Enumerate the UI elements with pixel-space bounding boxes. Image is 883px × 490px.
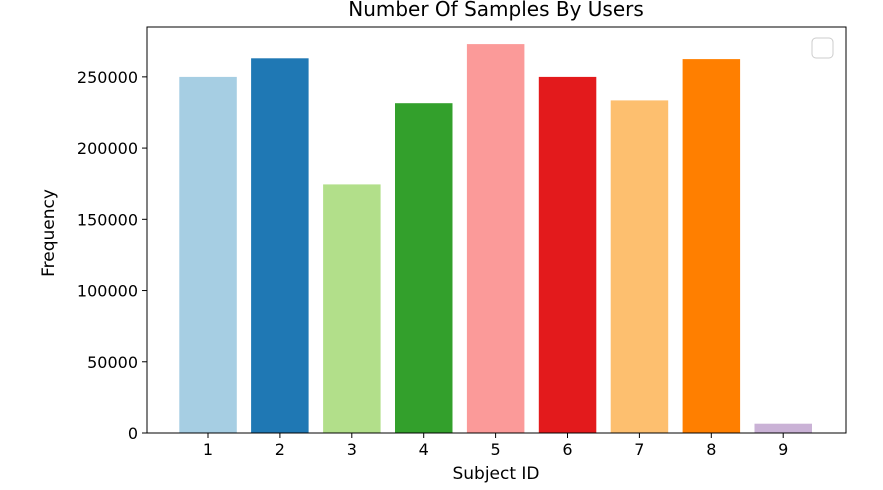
bars-group	[179, 44, 812, 434]
y-tick-label: 150000	[77, 210, 138, 229]
y-tick-label: 200000	[77, 139, 138, 158]
plot-frame	[146, 26, 847, 434]
y-ticks-group: 0 50000 100000 150000 200000 250000	[77, 68, 147, 443]
bar-subject-5	[466, 44, 525, 433]
x-axis-label: Subject ID	[452, 464, 539, 484]
x-tick-label: 4	[419, 440, 429, 459]
y-tick-label: 100000	[77, 282, 138, 301]
x-tick-label: 9	[778, 440, 788, 459]
bar-subject-2	[251, 58, 309, 434]
bar-subject-3	[323, 184, 381, 433]
bar-subject-7	[610, 100, 669, 434]
y-tick-label: 0	[128, 424, 138, 443]
y-tick-label: 250000	[77, 68, 138, 87]
x-tick-label: 2	[275, 440, 285, 459]
x-tick-label: 3	[347, 440, 357, 459]
x-tick-label: 7	[634, 440, 644, 459]
bar-subject-8	[682, 59, 741, 433]
chart-title: Number Of Samples By Users	[348, 0, 644, 21]
bar-subject-6	[538, 76, 597, 434]
y-tick-label: 50000	[87, 353, 138, 372]
legend-box	[811, 37, 834, 59]
x-ticks-group: 1 2 3 4 5 6 7 8 9	[203, 433, 788, 459]
x-tick-label: 5	[491, 440, 501, 459]
bar-subject-9	[754, 423, 812, 433]
x-tick-label: 6	[562, 440, 572, 459]
bar-subject-4	[395, 103, 453, 433]
x-tick-label: 8	[706, 440, 716, 459]
y-axis-label: Frequency	[39, 189, 59, 277]
bar-subject-1	[179, 76, 237, 434]
x-tick-label: 1	[203, 440, 213, 459]
